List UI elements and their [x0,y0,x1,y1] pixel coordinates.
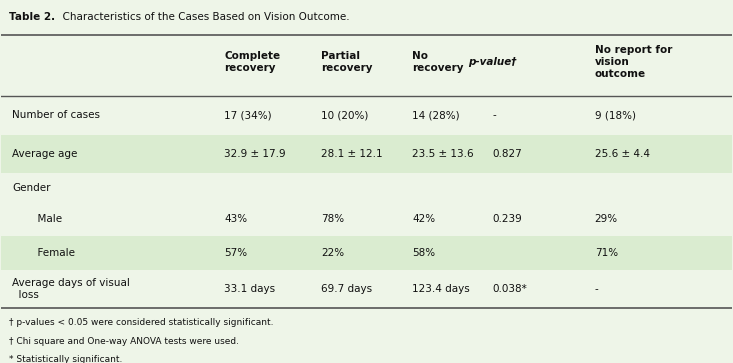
Text: Partial
recovery: Partial recovery [321,51,372,73]
Text: Characteristics of the Cases Based on Vision Outcome.: Characteristics of the Cases Based on Vi… [56,12,350,21]
Text: Complete
recovery: Complete recovery [224,51,280,73]
FancyBboxPatch shape [1,135,732,174]
Text: 29%: 29% [594,214,618,224]
Text: -: - [594,284,598,294]
Text: * Statistically significant.: * Statistically significant. [9,355,122,363]
Text: 123.4 days: 123.4 days [412,284,470,294]
Text: 42%: 42% [412,214,435,224]
Text: 43%: 43% [224,214,247,224]
Text: Average age: Average age [12,149,78,159]
Text: Number of cases: Number of cases [12,110,100,120]
Text: 25.6 ± 4.4: 25.6 ± 4.4 [594,149,649,159]
FancyBboxPatch shape [1,236,732,269]
Text: 78%: 78% [321,214,344,224]
Text: No report for
vision
outcome: No report for vision outcome [594,45,672,79]
Text: † Chi square and One-way ANOVA tests were used.: † Chi square and One-way ANOVA tests wer… [9,337,239,346]
Text: 0.239: 0.239 [493,214,522,224]
Text: 0.038*: 0.038* [493,284,527,294]
Text: Average days of visual
  loss: Average days of visual loss [12,278,130,300]
Text: 9 (18%): 9 (18%) [594,110,636,120]
Text: 58%: 58% [412,248,435,258]
FancyBboxPatch shape [1,35,732,96]
Text: 33.1 days: 33.1 days [224,284,275,294]
Text: 14 (28%): 14 (28%) [412,110,460,120]
Text: -: - [493,110,496,120]
Text: 17 (34%): 17 (34%) [224,110,272,120]
Text: 69.7 days: 69.7 days [321,284,372,294]
Text: 57%: 57% [224,248,247,258]
Text: Gender: Gender [12,183,51,193]
Text: Table 2.: Table 2. [9,12,55,21]
Text: 28.1 ± 12.1: 28.1 ± 12.1 [321,149,383,159]
Text: Female: Female [31,248,75,258]
Text: 0.827: 0.827 [493,149,522,159]
Text: 22%: 22% [321,248,344,258]
Text: Male: Male [31,214,62,224]
Text: p-value†: p-value† [468,57,517,67]
Text: 32.9 ± 17.9: 32.9 ± 17.9 [224,149,286,159]
Text: † p-values < 0.05 were considered statistically significant.: † p-values < 0.05 were considered statis… [9,318,273,327]
Text: 10 (20%): 10 (20%) [321,110,368,120]
Text: 23.5 ± 13.6: 23.5 ± 13.6 [412,149,474,159]
Text: No
recovery: No recovery [412,51,464,73]
Text: 71%: 71% [594,248,618,258]
